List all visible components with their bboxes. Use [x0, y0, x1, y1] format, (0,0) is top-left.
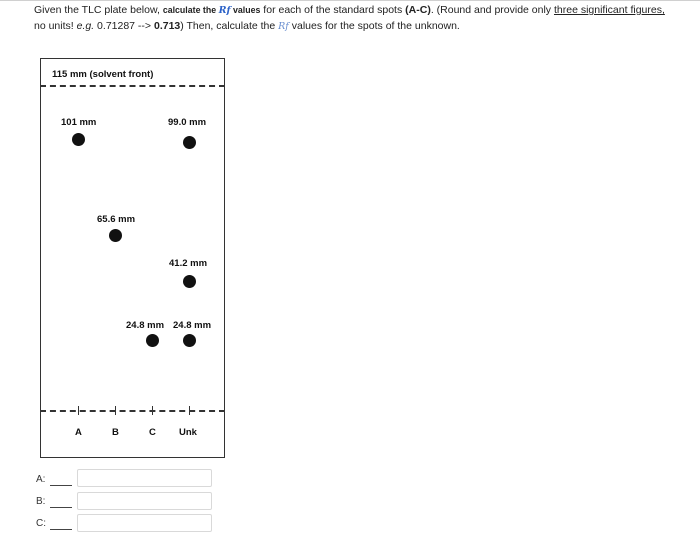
spot-c	[146, 334, 159, 347]
spot-b-distance: 65.6 mm	[97, 214, 136, 225]
answer-a-label: A:	[36, 474, 46, 485]
spot-b	[109, 229, 122, 242]
tlc-plate	[40, 58, 225, 458]
lane-label-c: C	[149, 427, 156, 438]
solvent-front-label: 115 mm (solvent front)	[52, 69, 154, 80]
lane-label-b: B	[112, 427, 119, 438]
top-divider	[0, 0, 700, 1]
spot-c-distance: 24.8 mm	[126, 320, 165, 331]
origin-tick-a	[78, 406, 80, 415]
lane-label-unk: Unk	[179, 427, 197, 438]
spot-unk-low	[183, 334, 196, 347]
spot-unk-low-distance: 24.8 mm	[173, 320, 212, 331]
rf-symbol-2: Rf	[278, 20, 289, 32]
spot-unk-mid	[183, 275, 196, 288]
answer-a-blank	[50, 485, 72, 486]
rf-symbol: Rf	[218, 5, 231, 16]
answer-a-input[interactable]	[77, 469, 212, 487]
spot-unk-high	[183, 136, 196, 149]
answer-c-label: C:	[36, 518, 46, 529]
spot-unk-mid-distance: 41.2 mm	[169, 258, 208, 269]
lane-label-a: A	[75, 427, 82, 438]
origin-line	[40, 410, 225, 412]
answer-c-input[interactable]	[77, 514, 212, 532]
origin-tick-unk	[189, 406, 191, 415]
origin-tick-c	[152, 406, 154, 415]
origin-tick-b	[115, 406, 117, 415]
spot-a	[72, 133, 85, 146]
spot-unk-high-distance: 99.0 mm	[168, 117, 207, 128]
solvent-front-line	[40, 85, 225, 87]
answer-c-blank	[50, 529, 72, 530]
answer-b-blank	[50, 507, 72, 508]
spot-a-distance: 101 mm	[61, 117, 97, 128]
question-text: Given the TLC plate below, calculate the…	[34, 4, 665, 32]
answer-b-label: B:	[36, 496, 46, 507]
answer-b-input[interactable]	[77, 492, 212, 510]
